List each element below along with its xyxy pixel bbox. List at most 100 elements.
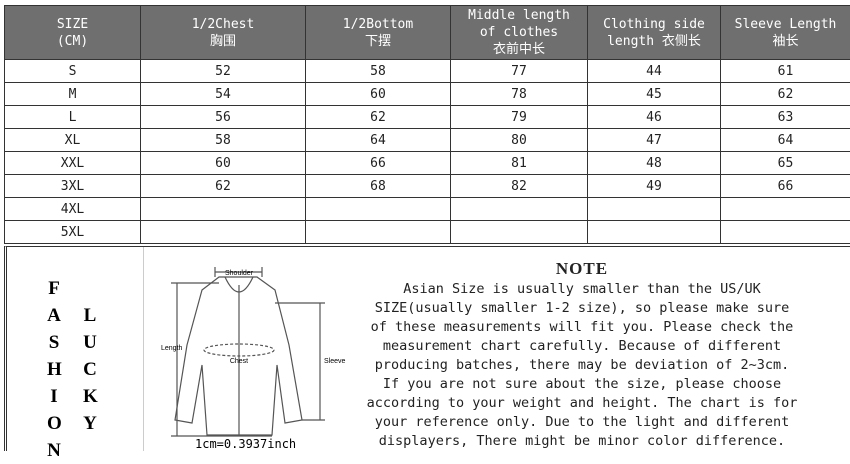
- note-line: If you are not sure about the size, plea…: [352, 375, 812, 394]
- measurement-cell: 77: [451, 60, 588, 83]
- measurement-cell: 64: [721, 129, 850, 152]
- measurement-cell: 81: [451, 152, 588, 175]
- measurement-cell: 56: [141, 106, 306, 129]
- header-line: SIZE: [5, 16, 140, 33]
- measurement-cell: 66: [721, 175, 850, 198]
- measurement-cell: 64: [306, 129, 451, 152]
- size-cell: L: [5, 106, 141, 129]
- measurement-cell: [721, 221, 850, 244]
- brand-letter: A: [47, 302, 61, 329]
- measurement-cell: [306, 221, 451, 244]
- brand-letter: Y: [83, 410, 97, 437]
- note-line: according to your weight and height. The…: [352, 394, 812, 413]
- note-line: SIZE(usually smaller 1-2 size), so pleas…: [352, 299, 812, 318]
- measurement-cell: 79: [451, 106, 588, 129]
- measurement-cell: 44: [588, 60, 721, 83]
- size-cell: XXL: [5, 152, 141, 175]
- brand-letter: L: [83, 302, 97, 329]
- brand-letter: F: [47, 275, 61, 302]
- measurement-cell: [721, 198, 850, 221]
- conversion-text: 1cm=0.3937inch: [195, 437, 296, 451]
- measurement-cell: 58: [141, 129, 306, 152]
- brand-letter: C: [83, 356, 97, 383]
- header-line: of clothes: [451, 24, 587, 41]
- brand-letter: I: [47, 383, 61, 410]
- note-line: producing batches, there may be deviatio…: [352, 356, 812, 375]
- measurement-cell: 62: [141, 175, 306, 198]
- shoulder-label: Shoulder: [225, 270, 254, 277]
- measurement-cell: 63: [721, 106, 850, 129]
- header-line: (CM): [5, 33, 140, 50]
- size-cell: XL: [5, 129, 141, 152]
- header-line: 1/2Chest: [141, 16, 305, 33]
- measurement-cell: 48: [588, 152, 721, 175]
- header-line: Middle length: [451, 7, 587, 24]
- length-label: Length: [161, 345, 183, 352]
- measurement-cell: 54: [141, 83, 306, 106]
- measurement-cell: 62: [306, 106, 451, 129]
- measurement-cell: 47: [588, 129, 721, 152]
- measurement-cell: [141, 221, 306, 244]
- measurement-cell: 66: [306, 152, 451, 175]
- note-line: measurement chart carefully. Because of …: [352, 337, 812, 356]
- sleeve-label: Sleeve: [324, 358, 346, 365]
- measurement-cell: 68: [306, 175, 451, 198]
- note-line: of these measurements will fit you. Plea…: [352, 318, 812, 337]
- measurement-cell: 60: [141, 152, 306, 175]
- brand-letter: S: [47, 329, 61, 356]
- measurement-cell: [451, 221, 588, 244]
- measurement-cell: 58: [306, 60, 451, 83]
- header-line: 下摆: [306, 33, 450, 50]
- measurement-cell: 61: [721, 60, 850, 83]
- size-cell: 3XL: [5, 175, 141, 198]
- measurement-cell: [588, 221, 721, 244]
- brand-letter: N: [47, 437, 61, 464]
- measurement-cell: 46: [588, 106, 721, 129]
- size-cell: 4XL: [5, 198, 141, 221]
- note-line: Asian Size is usually smaller than the U…: [352, 280, 812, 299]
- header-line: 衣前中长: [451, 41, 587, 58]
- note-line: displayers, There might be minor color d…: [352, 432, 812, 451]
- brand-letter: K: [83, 383, 97, 410]
- measurement-cell: [141, 198, 306, 221]
- column-header: SIZE(CM): [5, 6, 141, 60]
- shirt-measurement-diagram: Shoulder Length Chest Sleeve: [157, 255, 347, 451]
- measurement-cell: 45: [588, 83, 721, 106]
- brand-letter: H: [47, 356, 61, 383]
- size-cell: 5XL: [5, 221, 141, 244]
- measurement-cell: 80: [451, 129, 588, 152]
- measurement-cell: [306, 198, 451, 221]
- measurement-cell: 49: [588, 175, 721, 198]
- brand-letter: U: [83, 329, 97, 356]
- measurement-cell: [588, 198, 721, 221]
- measurement-cell: 82: [451, 175, 588, 198]
- measurement-cell: 65: [721, 152, 850, 175]
- note-line: your reference only. Due to the light an…: [352, 413, 812, 432]
- measurement-cell: 78: [451, 83, 588, 106]
- table-row: 4XL: [5, 198, 850, 221]
- size-cell: M: [5, 83, 141, 106]
- header-line: Clothing side: [588, 16, 720, 33]
- note-title: NOTE: [352, 259, 812, 278]
- measurement-cell: [451, 198, 588, 221]
- table-row: 5XL: [5, 221, 850, 244]
- header-line: 胸围: [141, 33, 305, 50]
- measurement-cell: 62: [721, 83, 850, 106]
- chest-label: Chest: [230, 358, 248, 365]
- divider: [143, 247, 144, 451]
- measurement-cell: 52: [141, 60, 306, 83]
- header-line: length 衣侧长: [588, 33, 720, 50]
